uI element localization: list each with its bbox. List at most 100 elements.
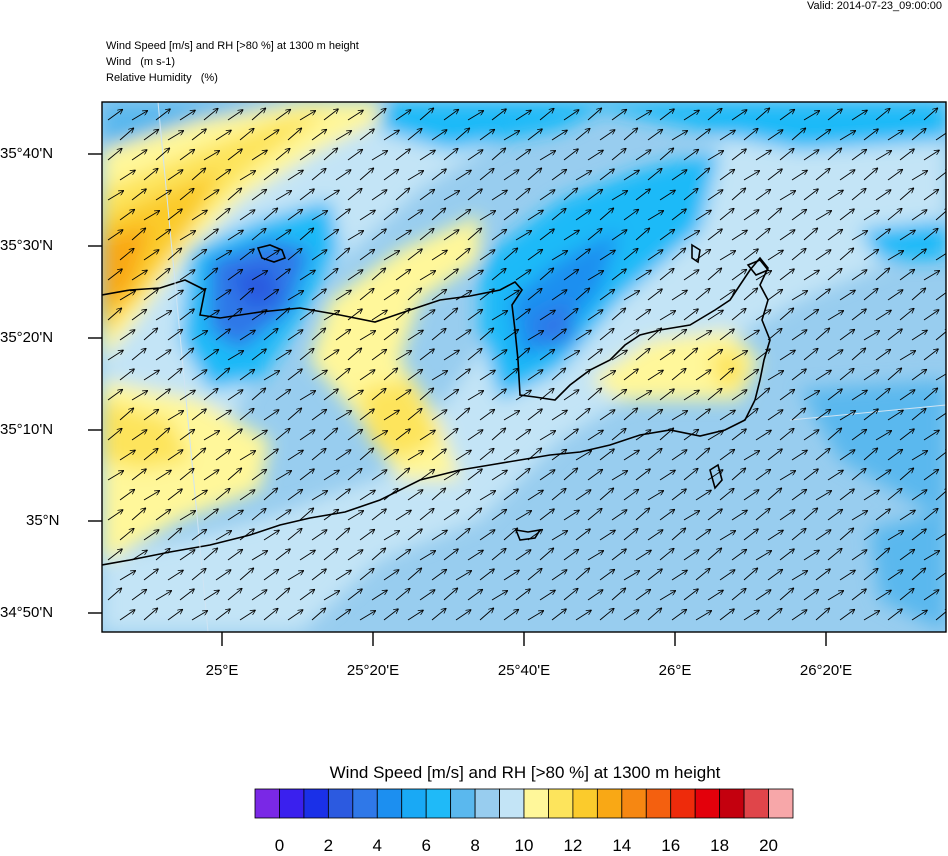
wind-arrow — [407, 568, 422, 581]
wind-arrow — [503, 248, 518, 261]
wind-arrow — [887, 251, 903, 261]
wind-arrow — [119, 291, 135, 301]
wind-arrow — [107, 149, 122, 161]
wind-arrow — [551, 209, 566, 221]
wind-arrow — [215, 290, 231, 301]
wind-arrow — [371, 229, 386, 241]
wind-arrow — [431, 569, 447, 581]
wind-arrow — [527, 289, 542, 301]
wind-arrow — [155, 591, 171, 601]
wind-arrow — [563, 510, 579, 521]
wind-arrow — [119, 330, 135, 341]
wind-arrow — [119, 369, 134, 381]
wind-arrow — [119, 249, 134, 261]
wind-arrow — [275, 389, 291, 401]
wind-arrow — [719, 329, 734, 341]
wind-arrow — [563, 390, 579, 401]
wind-arrow — [755, 271, 771, 281]
wind-arrow — [527, 490, 543, 501]
wind-arrow — [731, 429, 746, 441]
wind-arrow — [455, 408, 470, 421]
wind-arrow — [803, 270, 819, 281]
wind-arrow — [611, 549, 626, 561]
wind-arrow — [611, 429, 626, 441]
wind-arrow — [323, 269, 338, 281]
wind-arrow — [395, 589, 410, 601]
wind-arrow — [323, 591, 339, 601]
wind-arrow — [539, 590, 555, 601]
wind-arrow — [815, 211, 831, 221]
wind-arrow — [563, 468, 578, 481]
wind-arrow — [635, 228, 650, 241]
wind-arrow — [311, 169, 326, 181]
wind-arrow — [551, 531, 567, 541]
wind-arrow — [683, 469, 698, 481]
colorbar-tick-label: 10 — [514, 836, 534, 855]
wind-arrow — [839, 489, 854, 501]
lat-ticks — [88, 153, 102, 614]
wind-arrow — [287, 529, 302, 541]
wind-arrow — [791, 529, 806, 541]
wind-arrow — [887, 329, 902, 341]
wind-arrow — [863, 448, 878, 461]
wind-arrow — [491, 229, 507, 241]
wind-arrow — [431, 530, 447, 541]
wind-arrow — [539, 310, 555, 321]
wind-arrow — [311, 491, 327, 501]
wind-arrow — [155, 389, 170, 401]
wind-arrow — [227, 589, 242, 601]
wind-arrow — [875, 310, 891, 321]
wind-arrow — [875, 229, 890, 241]
wind-arrow — [635, 189, 650, 201]
wind-arrow — [911, 490, 927, 501]
wind-arrow — [443, 549, 458, 561]
wind-arrow — [815, 608, 830, 621]
wind-arrow — [179, 149, 195, 161]
wind-arrow — [275, 350, 291, 361]
wind-arrow — [935, 530, 946, 541]
wind-arrow — [419, 509, 434, 521]
wind-arrow — [827, 229, 843, 241]
wind-arrow — [911, 171, 927, 181]
wind-arrow — [275, 308, 290, 321]
wind-arrow — [707, 470, 723, 481]
colorbar-swatch — [352, 788, 378, 819]
wind-arrow — [719, 290, 735, 301]
wind-arrow — [851, 429, 867, 441]
wind-arrow — [623, 450, 639, 461]
wind-arrow — [851, 390, 867, 401]
wind-arrow — [863, 490, 879, 501]
wind-arrow — [815, 250, 831, 261]
wind-arrow — [119, 170, 135, 181]
wind-arrow — [671, 489, 686, 501]
wind-arrow — [347, 189, 362, 201]
wind-arrow — [335, 131, 351, 141]
lat-label: 35°N — [26, 512, 60, 529]
wind-arrow — [659, 549, 674, 561]
wind-arrow — [551, 169, 567, 181]
wind-arrow — [359, 289, 374, 301]
wind-arrow — [587, 349, 602, 361]
wind-arrow — [347, 429, 363, 441]
wind-arrow — [791, 209, 807, 221]
wind-arrow — [803, 189, 818, 201]
wind-arrow — [239, 129, 254, 141]
wind-arrow — [383, 169, 399, 181]
wind-arrow — [551, 251, 567, 261]
wind-arrow — [359, 331, 375, 341]
wind-arrow — [347, 390, 363, 401]
wind-arrow — [371, 389, 386, 401]
wind-arrow — [179, 511, 195, 521]
lat-label: 34°50'N — [0, 604, 54, 621]
wind-arrow — [599, 329, 614, 341]
wind-arrow — [143, 409, 159, 421]
wind-arrow — [383, 368, 398, 381]
wind-arrow — [335, 248, 350, 261]
wind-arrow — [671, 528, 686, 541]
lon-label: 26°E — [658, 662, 692, 679]
wind-arrow — [383, 290, 399, 301]
wind-arrow — [551, 368, 566, 381]
wind-arrow — [527, 129, 542, 141]
wind-arrow — [107, 429, 122, 441]
wind-arrow — [287, 330, 303, 341]
